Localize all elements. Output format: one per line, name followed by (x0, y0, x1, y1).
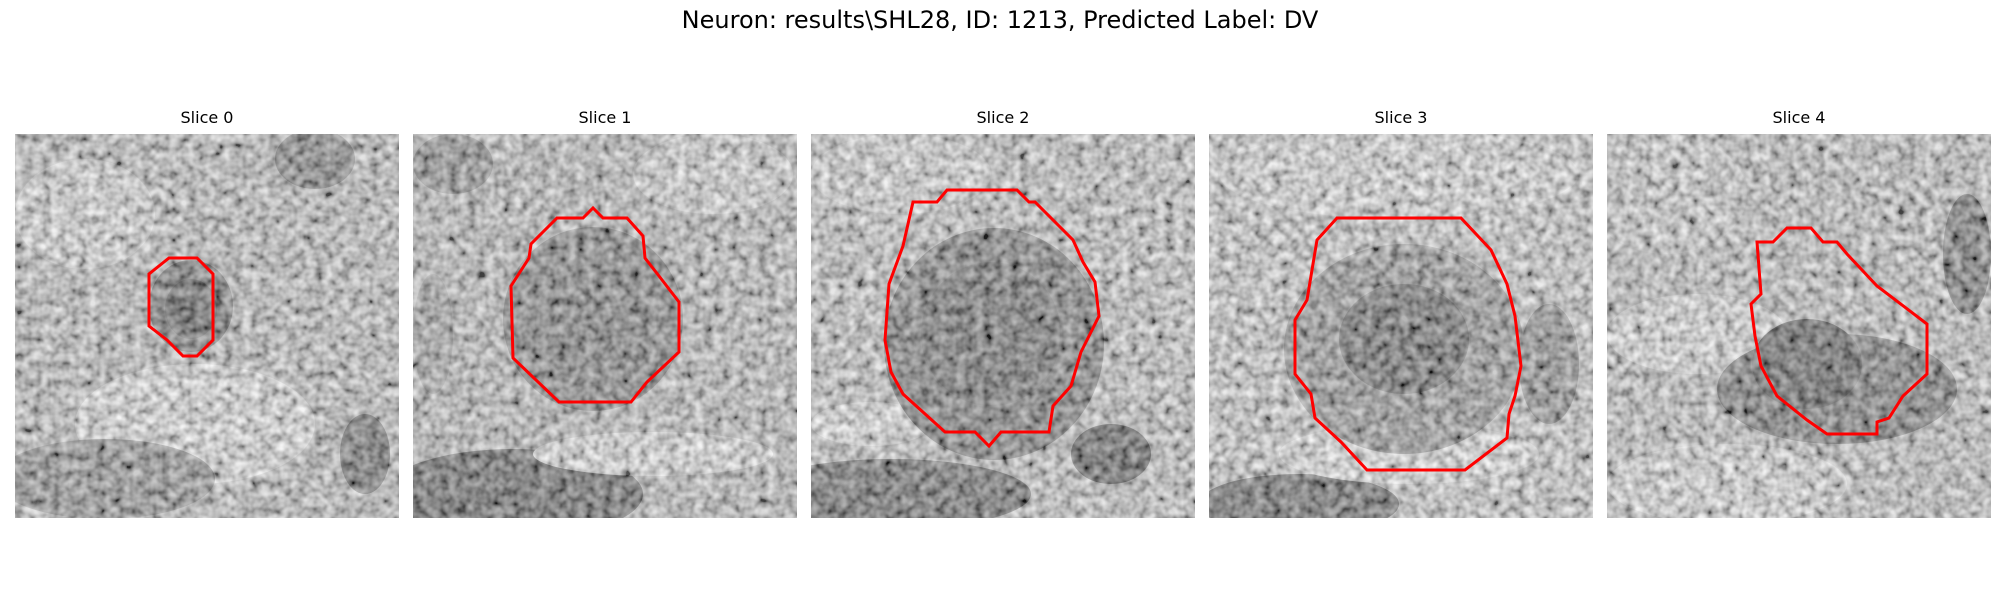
figure-title: Neuron: results\SHL28, ID: 1213, Predict… (681, 6, 1319, 34)
contour-outline (509, 205, 681, 404)
contour-outline (883, 188, 1101, 449)
slice-image (413, 134, 797, 518)
slice-title: Slice 2 (976, 108, 1030, 127)
contour-outline (147, 256, 215, 358)
contour-outline (1293, 216, 1523, 472)
slice-image (811, 134, 1195, 518)
slice-image (1209, 134, 1593, 518)
slice-title: Slice 4 (1772, 108, 1826, 127)
slice-image (15, 134, 399, 518)
slice-image (1607, 134, 1991, 518)
slice-title: Slice 3 (1374, 108, 1428, 127)
contour-outline (1749, 226, 1929, 436)
slice-title: Slice 0 (180, 108, 234, 127)
slice-title: Slice 1 (578, 108, 632, 127)
